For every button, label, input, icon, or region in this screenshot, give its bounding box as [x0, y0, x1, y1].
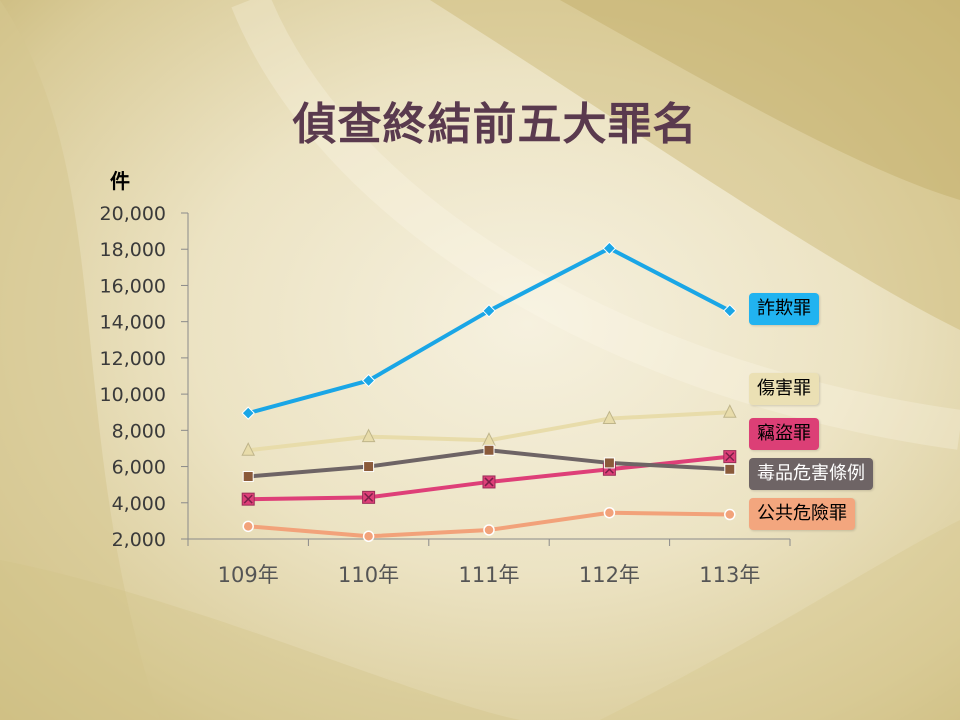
- x-tick-label: 113年: [699, 563, 760, 587]
- y-tick-label: 14,000: [100, 312, 166, 334]
- series-label-fraud: 詐欺罪: [749, 293, 819, 325]
- x-tick-label: 109年: [218, 563, 279, 587]
- y-tick-label: 8,000: [112, 420, 166, 442]
- data-point-injury: [722, 404, 737, 418]
- y-tick-label: 10,000: [100, 384, 166, 406]
- series-lines: [247, 246, 731, 539]
- data-point-theft: [482, 475, 496, 489]
- data-point-injury: [241, 442, 256, 456]
- y-tick-label: 6,000: [112, 457, 166, 479]
- data-point-fraud: [241, 406, 255, 420]
- y-tick-label: 2,000: [112, 529, 166, 551]
- y-tick-label: 16,000: [100, 275, 166, 297]
- data-point-theft: [362, 490, 376, 504]
- data-point-public_danger: [362, 530, 375, 543]
- data-point-theft: [241, 492, 255, 506]
- data-point-injury: [602, 410, 617, 425]
- x-tick-label: 110年: [338, 563, 399, 587]
- data-point-drugs: [483, 444, 495, 456]
- data-point-injury: [361, 428, 376, 443]
- series-label-drugs: 毒品危害條例: [749, 458, 873, 490]
- y-tick-label: 12,000: [100, 348, 166, 370]
- data-point-fraud: [361, 373, 376, 388]
- data-point-fraud: [723, 304, 737, 318]
- chart-axes: [187, 213, 790, 540]
- y-axis-ticks: 20,000 18,000 16,000 14,000 12,000 10,000 8,00…: [100, 203, 188, 551]
- series-markers: [241, 241, 737, 543]
- data-point-public_danger: [724, 508, 736, 521]
- series-label-injury: 傷害罪: [749, 373, 819, 405]
- data-point-drugs: [363, 461, 375, 473]
- series-label-public_danger: 公共危險罪: [749, 498, 855, 530]
- y-tick-label: 18,000: [100, 239, 166, 261]
- data-point-fraud: [602, 241, 617, 256]
- x-axis-ticks: 109年 110年 111年 112年 113年: [187, 539, 791, 587]
- series-label-theft: 竊盜罪: [749, 418, 819, 450]
- series-line-fraud: [247, 246, 731, 416]
- x-tick-label: 111年: [458, 563, 519, 587]
- data-point-drugs: [724, 463, 736, 475]
- data-point-public_danger: [242, 520, 254, 533]
- data-point-drugs: [242, 471, 254, 483]
- chart-title: 偵查終結前五大罪名: [292, 99, 698, 150]
- y-tick-label: 20,000: [100, 203, 166, 225]
- x-tick-label: 112年: [579, 563, 640, 587]
- data-point-public_danger: [483, 524, 495, 536]
- y-tick-label: 4,000: [112, 493, 166, 515]
- data-point-fraud: [482, 304, 496, 318]
- y-axis-unit-label: 件: [110, 169, 130, 193]
- data-point-public_danger: [603, 506, 616, 519]
- data-point-drugs: [603, 457, 615, 469]
- data-point-theft: [723, 450, 737, 464]
